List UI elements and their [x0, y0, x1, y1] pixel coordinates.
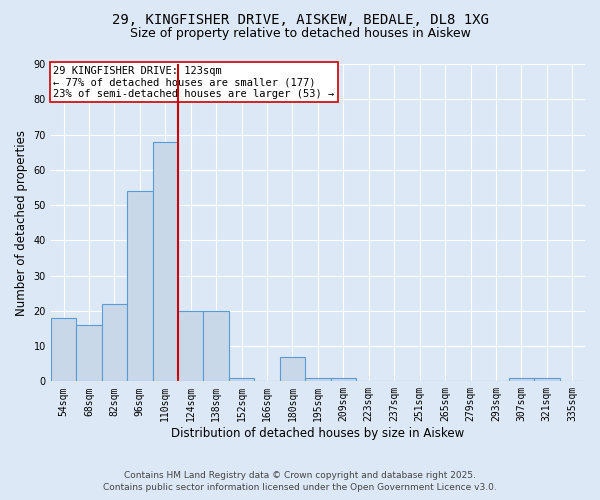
Bar	[305, 378, 331, 382]
Bar	[280, 356, 305, 382]
Bar	[51, 318, 76, 382]
Bar	[178, 311, 203, 382]
Bar	[203, 311, 229, 382]
Bar	[229, 378, 254, 382]
Text: 29 KINGFISHER DRIVE: 123sqm
← 77% of detached houses are smaller (177)
23% of se: 29 KINGFISHER DRIVE: 123sqm ← 77% of det…	[53, 66, 335, 99]
Text: 29, KINGFISHER DRIVE, AISKEW, BEDALE, DL8 1XG: 29, KINGFISHER DRIVE, AISKEW, BEDALE, DL…	[112, 12, 488, 26]
X-axis label: Distribution of detached houses by size in Aiskew: Distribution of detached houses by size …	[171, 427, 464, 440]
Bar	[127, 191, 152, 382]
Bar	[152, 142, 178, 382]
Bar	[76, 325, 101, 382]
Y-axis label: Number of detached properties: Number of detached properties	[15, 130, 28, 316]
Bar	[509, 378, 534, 382]
Text: Size of property relative to detached houses in Aiskew: Size of property relative to detached ho…	[130, 28, 470, 40]
Bar	[331, 378, 356, 382]
Bar	[101, 304, 127, 382]
Text: Contains HM Land Registry data © Crown copyright and database right 2025.
Contai: Contains HM Land Registry data © Crown c…	[103, 471, 497, 492]
Bar	[534, 378, 560, 382]
